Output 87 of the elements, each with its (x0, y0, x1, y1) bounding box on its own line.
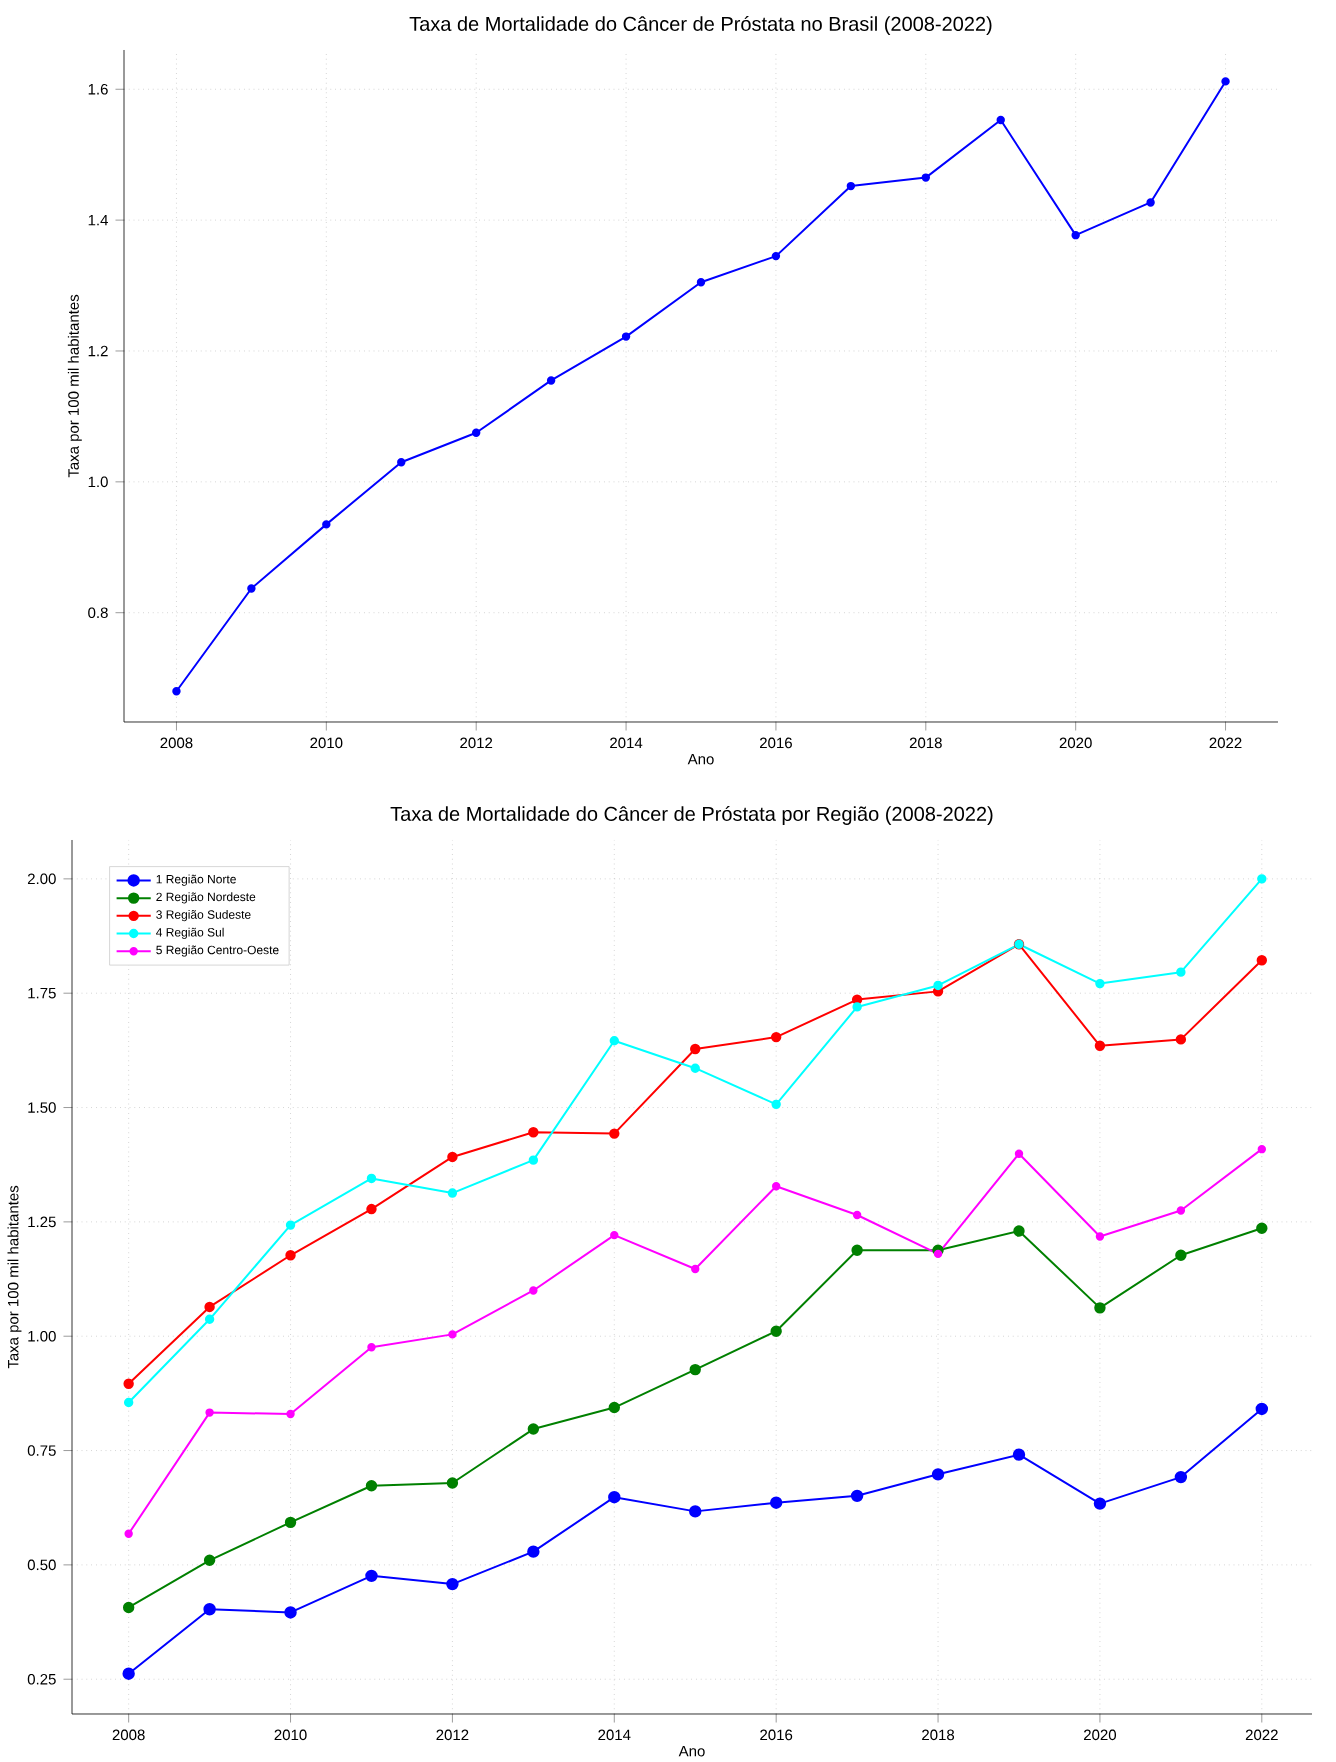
point (448, 1330, 457, 1339)
point (1176, 967, 1186, 977)
point (172, 687, 181, 696)
point (529, 1286, 538, 1295)
point (771, 251, 781, 261)
point (1175, 1249, 1187, 1261)
point (122, 1601, 135, 1614)
point (284, 1516, 297, 1529)
point (446, 1577, 459, 1591)
point (447, 1151, 458, 1163)
point (609, 1128, 620, 1139)
point (1095, 978, 1105, 989)
point (1093, 1497, 1107, 1510)
point (1071, 230, 1080, 240)
point (1176, 1206, 1186, 1215)
point (690, 1043, 701, 1055)
point (1014, 1149, 1024, 1158)
point (365, 1569, 378, 1583)
point (446, 1477, 459, 1489)
point (689, 1505, 702, 1518)
point (366, 1173, 377, 1184)
point (1146, 198, 1155, 207)
point (528, 1127, 539, 1138)
point (285, 1250, 296, 1261)
point (770, 1031, 782, 1043)
point (528, 1155, 539, 1165)
point (691, 1264, 700, 1274)
chart-title: Taxa de Mortalidade do Câncer de Próstata no Brasil (2008-2022) (409, 16, 992, 35)
point (852, 1210, 862, 1220)
point (1013, 1225, 1025, 1237)
point (1257, 874, 1267, 884)
point (366, 1203, 377, 1215)
point (771, 1182, 781, 1191)
point (1094, 1302, 1106, 1314)
point (770, 1325, 782, 1337)
point (367, 1342, 376, 1352)
point (447, 1188, 458, 1198)
point (284, 1606, 297, 1619)
point (846, 181, 856, 191)
point (546, 376, 556, 385)
point (205, 1408, 214, 1417)
point (1012, 1448, 1026, 1461)
point (122, 1667, 135, 1680)
point (204, 1301, 215, 1313)
point (1255, 1402, 1269, 1416)
point (1094, 1040, 1106, 1051)
point (1221, 77, 1230, 86)
point (996, 115, 1005, 125)
point (1095, 1232, 1105, 1241)
point (247, 584, 256, 593)
point (621, 332, 631, 341)
point (322, 520, 331, 529)
point (852, 1002, 862, 1012)
point (471, 428, 481, 437)
point (850, 1489, 864, 1503)
point (397, 458, 406, 467)
point (933, 980, 943, 991)
point (527, 1545, 540, 1558)
point (203, 1554, 216, 1567)
point (365, 1480, 378, 1492)
point (124, 1529, 133, 1538)
point (123, 1378, 134, 1389)
point (921, 173, 930, 182)
point (609, 1036, 619, 1046)
point (771, 1099, 781, 1110)
point (1174, 1470, 1188, 1484)
point (933, 1249, 943, 1259)
point (696, 278, 706, 287)
point (689, 1363, 701, 1376)
point (608, 1491, 621, 1504)
point (286, 1409, 295, 1419)
point (204, 1314, 215, 1324)
point (608, 1401, 620, 1414)
point (1257, 1144, 1267, 1154)
point (527, 1423, 540, 1435)
point (1256, 955, 1268, 966)
point (285, 1220, 296, 1230)
point (1256, 1222, 1268, 1234)
point (931, 1468, 945, 1481)
point (769, 1496, 783, 1509)
point (851, 1244, 863, 1256)
point (690, 1063, 700, 1073)
point (123, 1397, 134, 1408)
chart-title: Taxa de Mortalidade do Câncer de Próstata por Região (2008-2022) (390, 806, 993, 825)
point (610, 1230, 619, 1240)
point (203, 1603, 216, 1616)
point (1175, 1034, 1187, 1045)
